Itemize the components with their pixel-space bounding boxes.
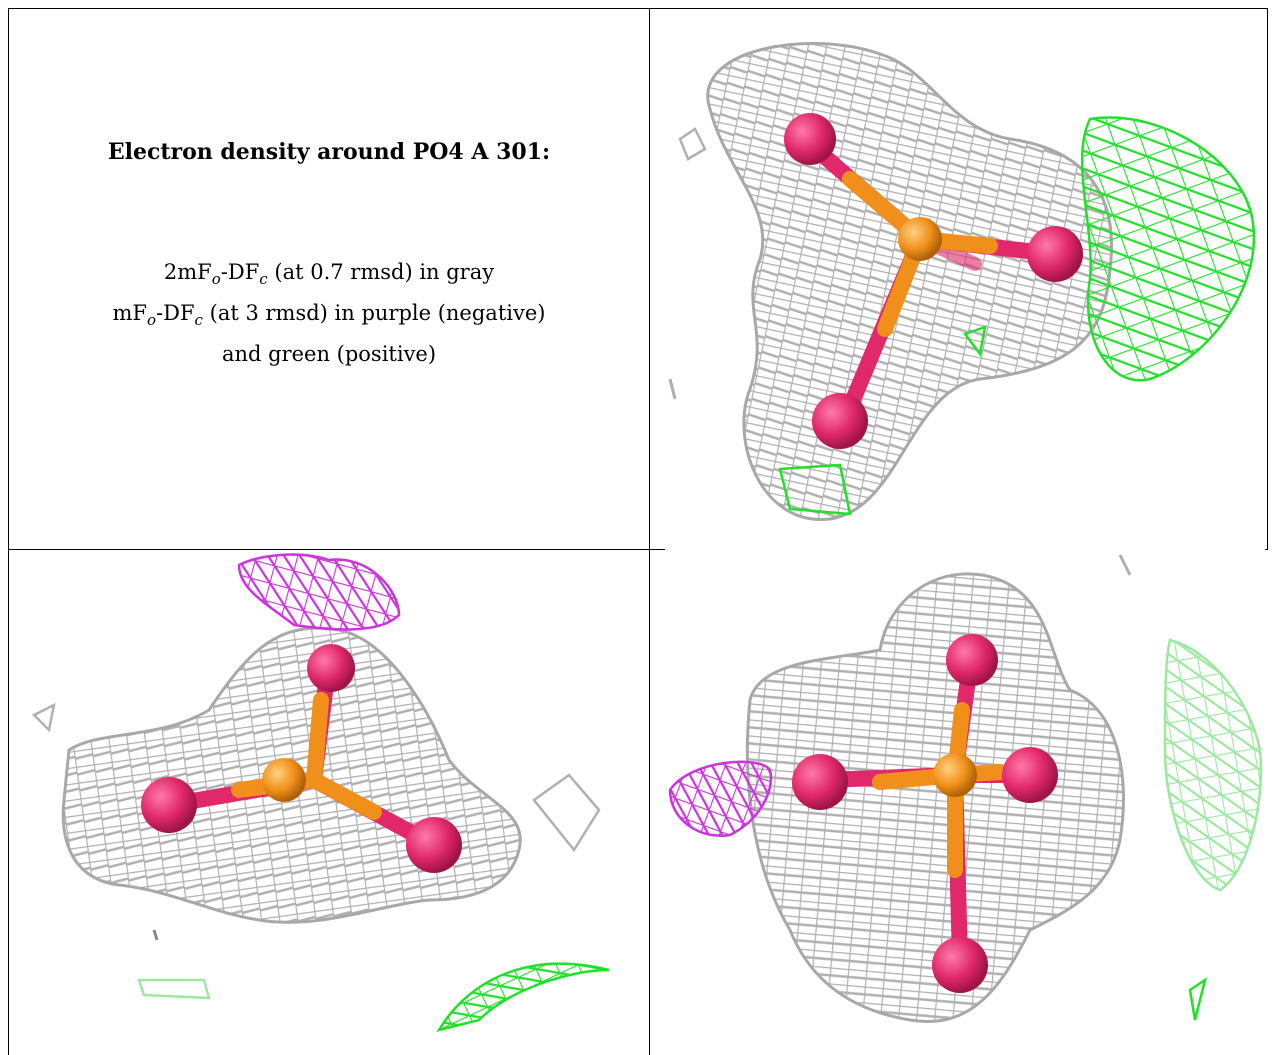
table-border-right bbox=[1267, 8, 1268, 549]
table-border-middle-horizontal-segment bbox=[633, 549, 665, 550]
molecule-mesh-icon bbox=[668, 41, 1256, 521]
molecule-mesh-icon bbox=[31, 553, 610, 1032]
figure-title: Electron density around PO4 A 301: bbox=[107, 139, 551, 165]
legend-line-green: and green (positive) bbox=[221, 342, 437, 367]
table-border-middle-horizontal-end bbox=[1265, 549, 1268, 550]
legend-line-fo-fc: mFo-DFc (at 3 rmsd) in purple (negative) bbox=[112, 301, 546, 330]
caption-cell: Electron density around PO4 A 301: 2mFo-… bbox=[9, 9, 649, 549]
density-view-top-right bbox=[650, 9, 1266, 549]
molecule-mesh-icon bbox=[668, 554, 1263, 1023]
legend-line-2fo-fc: 2mFo-DFc (at 0.7 rmsd) in gray bbox=[163, 260, 495, 289]
table-border-middle-vertical bbox=[649, 8, 650, 1055]
table-border-top bbox=[8, 8, 1268, 9]
table-border-left bbox=[8, 8, 9, 1055]
figure-legend: 2mFo-DFc (at 0.7 rmsd) in gray mFo-DFc (… bbox=[9, 255, 649, 371]
density-view-bottom-right bbox=[650, 550, 1276, 1055]
table-border-middle-horizontal bbox=[8, 549, 649, 550]
density-view-bottom-left bbox=[9, 550, 649, 1055]
